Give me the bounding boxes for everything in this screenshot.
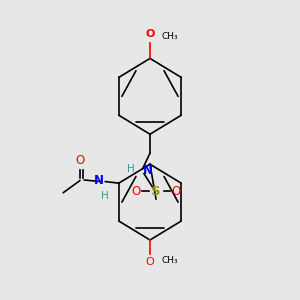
Text: CH₃: CH₃ [162, 256, 178, 265]
Text: CH₃: CH₃ [162, 32, 178, 41]
Text: S: S [151, 184, 161, 198]
Text: N: N [94, 173, 104, 187]
Text: O: O [132, 184, 141, 198]
Text: N: N [142, 164, 152, 177]
Text: O: O [171, 184, 180, 198]
Text: O: O [75, 154, 84, 167]
Text: O: O [145, 29, 155, 40]
Text: H: H [101, 191, 109, 201]
Text: O: O [146, 257, 154, 267]
Text: H: H [127, 164, 134, 174]
